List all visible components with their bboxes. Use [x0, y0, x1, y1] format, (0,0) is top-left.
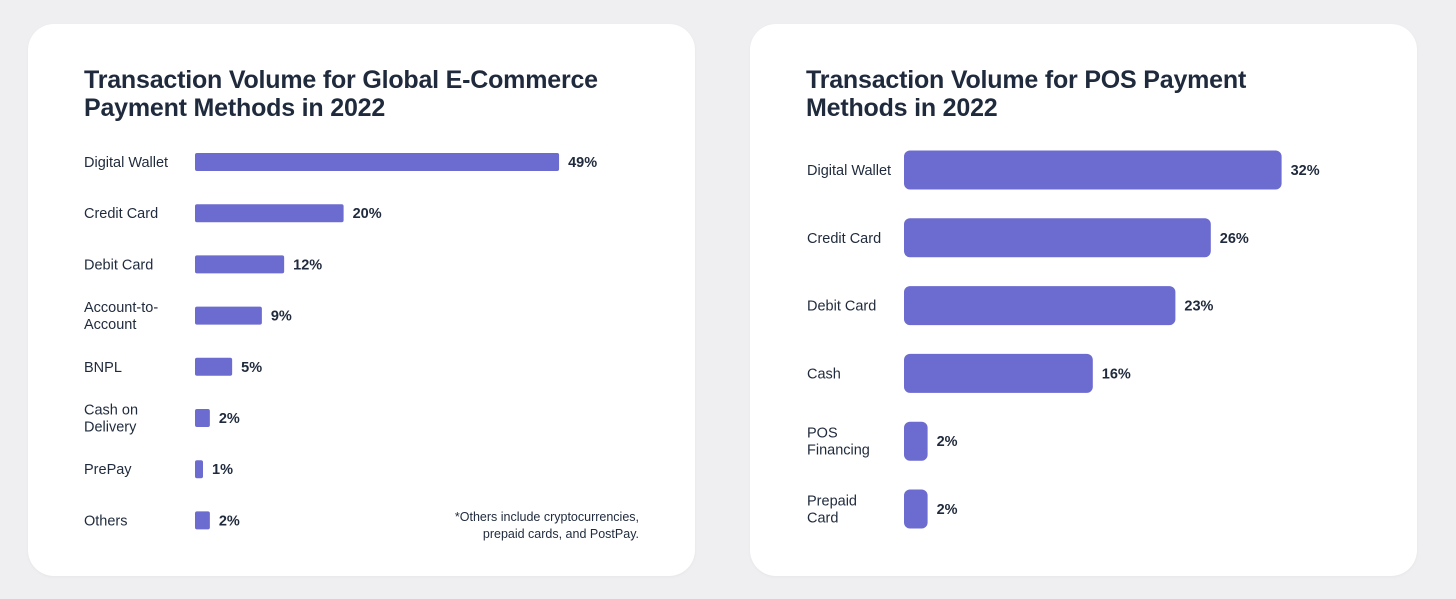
value-label-pos-financing: 2%: [937, 434, 958, 450]
footnote-line-2: prepaid cards, and PostPay.: [482, 527, 639, 541]
category-label-digital-wallet: Digital Wallet: [807, 163, 891, 179]
pos-chart-card: Transaction Volume for POS Payment Metho…: [750, 24, 1417, 576]
pos-chart-title: Transaction Volume for POS Payment Metho…: [806, 66, 1247, 122]
bar-bnpl: [195, 357, 233, 376]
ecommerce-chart-title: Transaction Volume for Global E-Commerce…: [84, 66, 598, 122]
ecommerce-bar-chart: Digital Wallet 49% Credit Card 20% Debit Car…: [84, 153, 597, 530]
footnote-line-1: *Others include cryptocurrencies,: [454, 510, 639, 524]
bar-credit-card: [904, 218, 1211, 258]
bar-debit-card: [904, 286, 1176, 326]
pos-bar-chart: Digital Wallet 32% Credit Card 26% Debit Car…: [807, 150, 1320, 529]
category-label-cash-on-delivery: Cash on Delivery: [84, 403, 138, 436]
value-label-cash: 16%: [1102, 366, 1131, 382]
category-label-prepay: PrePay: [84, 462, 132, 478]
bar-digital-wallet: [904, 150, 1282, 190]
category-label-digital-wallet: Digital Wallet: [84, 155, 168, 171]
bar-credit-card: [195, 204, 344, 223]
category-label-others: Others: [84, 513, 128, 529]
value-label-debit-card: 12%: [293, 257, 322, 273]
ecommerce-footnote: *Others include cryptocurrencies, prepai…: [379, 509, 639, 543]
bar-pos-financing: [904, 421, 928, 461]
bar-cash-on-delivery: [195, 409, 210, 427]
bar-debit-card: [195, 255, 285, 274]
bar-prepay: [195, 460, 203, 479]
category-label-pos-financing: POS Financing: [807, 426, 870, 459]
category-label-debit-card: Debit Card: [807, 299, 876, 315]
category-label-credit-card: Credit Card: [807, 231, 881, 247]
value-label-others: 2%: [219, 513, 240, 529]
category-label-credit-card: Credit Card: [84, 206, 158, 222]
category-label-bnpl: BNPL: [84, 360, 122, 376]
value-label-prepay: 1%: [212, 462, 233, 478]
category-label-cash: Cash: [807, 366, 841, 382]
value-label-bnpl: 5%: [241, 360, 262, 376]
value-label-credit-card: 26%: [1220, 231, 1249, 247]
category-label-account-to-account: Account-to-Account: [84, 300, 158, 333]
bar-digital-wallet: [195, 153, 560, 171]
value-label-digital-wallet: 32%: [1291, 163, 1320, 179]
value-label-credit-card: 20%: [353, 206, 382, 222]
bar-others: [195, 511, 210, 530]
value-label-cash-on-delivery: 2%: [219, 411, 240, 427]
category-label-debit-card: Debit Card: [84, 257, 153, 273]
bar-cash: [904, 353, 1093, 393]
value-label-prepaid-card: 2%: [937, 502, 958, 518]
value-label-account-to-account: 9%: [271, 309, 292, 325]
category-label-prepaid-card: Prepaid Card: [807, 494, 857, 527]
value-label-digital-wallet: 49%: [568, 155, 597, 171]
bar-prepaid-card: [904, 489, 928, 529]
value-label-debit-card: 23%: [1184, 299, 1213, 315]
ecommerce-chart-card: Transaction Volume for Global E-Commerce…: [28, 24, 695, 576]
bar-account-to-account: [195, 306, 262, 325]
